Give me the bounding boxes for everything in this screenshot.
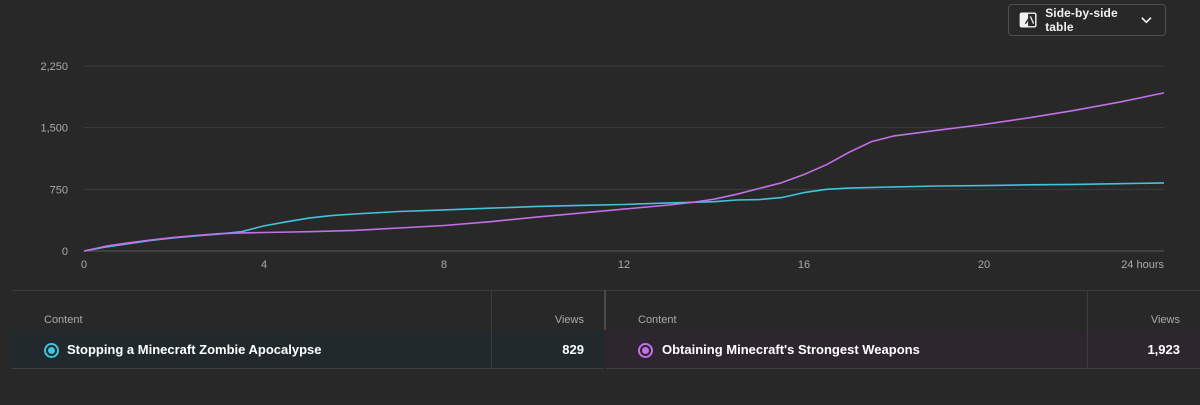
video-title: Obtaining Minecraft's Strongest Weapons: [662, 342, 920, 357]
content-column-header: Content: [638, 314, 677, 326]
views-value: 829: [562, 342, 584, 357]
left-comparison-table: Content Views Stopping a Minecraft Zombi…: [12, 290, 604, 369]
column-divider: [491, 291, 492, 331]
y-tick-label: 0: [62, 246, 68, 258]
content-column-header: Content: [44, 314, 83, 326]
x-tick-label: 16: [798, 259, 810, 271]
comparison-tables: Content Views Stopping a Minecraft Zombi…: [12, 290, 1200, 369]
chevron-down-icon: [1141, 17, 1152, 24]
series-line-strongest-weapons: [83, 92, 1165, 252]
x-tick-label: 24 hours: [1121, 259, 1164, 271]
table-row[interactable]: Obtaining Minecraft's Strongest Weapons …: [606, 330, 1200, 369]
table-header: Content Views: [12, 290, 604, 331]
views-column-header: Views: [1150, 314, 1180, 326]
table-header: Content Views: [606, 290, 1200, 331]
views-column-header: Views: [554, 314, 584, 326]
compare-table-icon: [1019, 12, 1037, 28]
x-tick-label: 12: [618, 259, 630, 271]
column-divider: [1087, 291, 1088, 331]
right-comparison-table: Content Views Obtaining Minecraft's Stro…: [606, 290, 1200, 369]
x-tick-label: 8: [441, 259, 447, 271]
y-tick-label: 2,250: [40, 61, 68, 73]
x-tick-label: 0: [81, 259, 87, 271]
table-row[interactable]: Stopping a Minecraft Zombie Apocalypse 8…: [12, 330, 604, 369]
table-separator: [604, 290, 606, 330]
y-tick-label: 750: [50, 184, 68, 196]
view-mode-label: Side-by-side table: [1045, 6, 1118, 34]
series-line-zombie-apocalypse: [83, 182, 1165, 252]
x-tick-label: 20: [978, 259, 990, 271]
series-radio-icon[interactable]: [638, 343, 653, 358]
views-value: 1,923: [1147, 342, 1180, 357]
video-title: Stopping a Minecraft Zombie Apocalypse: [67, 342, 322, 357]
views-line-chart: 0 750 1,500 2,250 0 4 8 12 16 20 24 hours: [40, 61, 1165, 271]
column-divider: [1087, 330, 1088, 368]
x-tick-label: 4: [261, 259, 267, 271]
series-radio-icon[interactable]: [44, 343, 59, 358]
y-tick-label: 1,500: [40, 123, 68, 135]
view-mode-dropdown[interactable]: Side-by-side table: [1008, 4, 1166, 36]
column-divider: [491, 330, 492, 368]
